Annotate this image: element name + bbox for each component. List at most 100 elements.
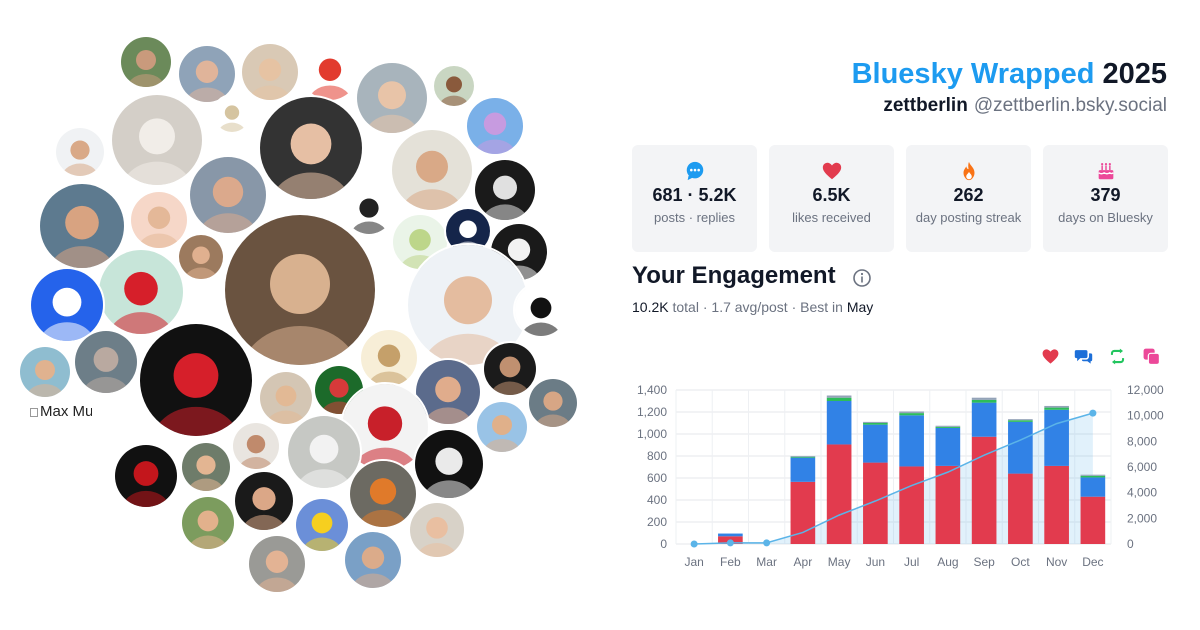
engagement-chart: 0 200 400 600 800 1,000 1,200 1,400 0 2,000 4,000 6… <box>637 383 1164 569</box>
x-tick-label: Aug <box>937 555 958 569</box>
bar-segment <box>971 402 997 437</box>
avatar <box>513 282 569 338</box>
bar-segment <box>790 456 816 458</box>
repost-toggle-icon[interactable] <box>1108 347 1127 366</box>
stat-value: 6.5K <box>812 185 851 205</box>
x-tick-label: Mar <box>756 555 777 569</box>
x-tick-label: Jun <box>866 555 885 569</box>
cumulative-point <box>763 539 771 547</box>
stat-label: day posting streak <box>915 210 1022 225</box>
avatar <box>343 184 395 236</box>
avatar <box>129 190 189 250</box>
x-tick-label: Jul <box>904 555 919 569</box>
avatar <box>475 400 529 454</box>
bar-segment <box>971 399 997 403</box>
avatar <box>177 44 237 104</box>
bar-segment <box>863 423 888 425</box>
avatar <box>348 459 418 529</box>
avatar <box>465 96 525 156</box>
bar-segment <box>935 426 961 428</box>
avatar <box>180 441 232 493</box>
bar-segment <box>935 465 961 544</box>
y-tick-label: 1,400 <box>637 383 667 397</box>
stat-value: 262 <box>953 185 984 205</box>
y-tick-label: 1,000 <box>637 427 667 441</box>
engagement-best-label: Best in <box>800 299 843 315</box>
engagement-summary: 10.2K total · 1.7 avg/post · Best in May <box>632 299 874 315</box>
engagement-total-label: total <box>672 299 699 315</box>
x-tick-label: Jan <box>684 555 703 569</box>
stat-card-posts: 681 · 5.2K posts · replies <box>632 145 757 252</box>
avatar <box>119 35 173 89</box>
y2-tick-label: 8,000 <box>1127 434 1157 448</box>
avatar <box>527 377 579 429</box>
y-tick-label: 0 <box>660 537 667 551</box>
avatar <box>110 93 204 187</box>
bar-segment <box>1008 473 1033 544</box>
avatar <box>247 534 307 594</box>
x-tick-label: May <box>828 555 851 569</box>
avatar <box>300 42 360 102</box>
avatar <box>223 213 377 367</box>
bar-segment <box>826 444 852 544</box>
heart-icon <box>822 162 841 180</box>
replies-toggle-icon[interactable] <box>1074 347 1093 366</box>
stat-card-likes: 6.5K likes received <box>769 145 894 252</box>
bar-segment <box>1044 409 1069 466</box>
user-handle: @zettberlin.bsky.social <box>973 95 1167 116</box>
bar-segment <box>899 411 924 414</box>
avatar <box>240 42 300 102</box>
quote-toggle-icon[interactable] <box>1142 347 1161 366</box>
x-tick-label: Feb <box>720 555 741 569</box>
bar-segment <box>1008 420 1033 422</box>
bar-segment <box>971 436 997 544</box>
bar-segment <box>1080 477 1106 497</box>
y-tick-label: 200 <box>647 515 667 529</box>
bar-segment <box>1080 475 1106 478</box>
likes-toggle-heart-icon[interactable] <box>1041 347 1060 366</box>
bar-segment <box>790 457 816 482</box>
avatar <box>258 95 364 201</box>
broken-avatar-image: Max Mustermann <box>30 402 92 422</box>
avatar <box>414 358 482 426</box>
avatar <box>231 421 281 471</box>
avatar <box>97 248 185 336</box>
avatar <box>180 495 236 551</box>
info-icon[interactable] <box>852 268 872 288</box>
avatar <box>212 94 252 134</box>
bar-segment <box>1044 465 1069 544</box>
bar-segment <box>899 413 924 416</box>
bar-segment <box>935 427 961 466</box>
engagement-best-month: May <box>846 299 874 315</box>
x-tick-label: Sep <box>973 555 995 569</box>
bar-segment <box>1008 419 1033 421</box>
bar-segment <box>826 395 852 398</box>
avatar-cluster <box>18 35 579 594</box>
avatar <box>29 267 105 343</box>
y-tick-label: 600 <box>647 471 667 485</box>
y2-tick-label: 2,000 <box>1127 511 1157 525</box>
bar-segment <box>863 424 888 463</box>
y-tick-label: 400 <box>647 493 667 507</box>
avatar <box>359 328 419 388</box>
stat-value: 379 <box>1090 185 1121 205</box>
bar-segment <box>899 466 924 544</box>
avatar <box>177 233 225 281</box>
stat-card-days: 379 days on Bluesky <box>1043 145 1168 252</box>
avatar <box>138 322 254 438</box>
avatar <box>286 414 362 490</box>
x-tick-label: Apr <box>794 555 813 569</box>
speech-bubble-icon <box>686 161 703 181</box>
avatar <box>294 497 350 553</box>
x-tick-label: Oct <box>1011 555 1030 569</box>
avatar <box>188 155 268 235</box>
engagement-title: Your Engagement <box>632 262 836 289</box>
avatar <box>54 126 106 178</box>
y2-tick-label: 12,000 <box>1127 383 1164 397</box>
bar-segment <box>971 397 997 400</box>
bar-segment <box>899 415 924 467</box>
avatar <box>258 370 314 426</box>
bar-segment <box>863 462 888 544</box>
cumulative-point <box>1089 409 1097 417</box>
avatar <box>482 341 538 397</box>
